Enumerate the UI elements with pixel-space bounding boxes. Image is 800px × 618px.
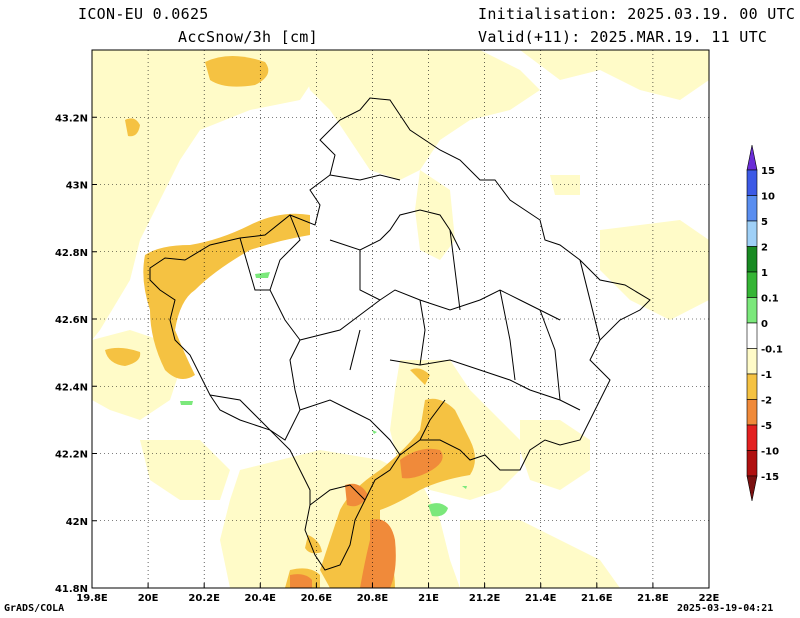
colorbar-segment — [746, 297, 758, 324]
x-tick-label: 20.6E — [301, 593, 333, 604]
credit-label: GrADS/COLA — [4, 603, 65, 614]
x-tick-label: 21.8E — [637, 593, 669, 604]
x-tick-label: 21.2E — [469, 593, 501, 604]
colorbar-label: 2 — [761, 243, 768, 254]
colorbar-label: -1 — [761, 370, 772, 381]
timestamp-label: 2025-03-19-04:21 — [677, 603, 774, 614]
colorbar-segment — [746, 322, 758, 349]
x-tick-label: 21.6E — [581, 593, 613, 604]
x-tick-label: 19.8E — [76, 593, 108, 604]
x-tick-label: 20.2E — [188, 593, 220, 604]
x-tick-label: 20E — [138, 593, 159, 604]
colorbar-segment — [746, 220, 758, 247]
y-tick-label: 42.2N — [55, 450, 88, 461]
x-tick-label: 22E — [699, 593, 720, 604]
colorbar-label: -2 — [761, 396, 772, 407]
colorbar-label: -10 — [761, 447, 779, 458]
y-tick-label: 42.8N — [55, 248, 88, 259]
colorbar-label: -5 — [761, 421, 772, 432]
colorbar-label: 0.1 — [761, 294, 779, 305]
colorbar-segment — [746, 450, 758, 477]
colorbar-label: 5 — [761, 217, 768, 228]
y-tick-label: 41.8N — [55, 584, 88, 595]
y-tick-label: 42.6N — [55, 315, 88, 326]
y-tick-label: 43N — [66, 181, 88, 192]
colorbar-label: -15 — [761, 472, 779, 483]
colorbar-bottom-arrow — [746, 475, 758, 502]
axis-ticks: 19.8E 20E 20.2E 20.4E 20.6E 20.8E 21E 21.2E 21.4… — [55, 113, 720, 604]
y-tick-label: 42.4N — [55, 382, 88, 393]
model-label: ICON-EU 0.0625 — [78, 5, 209, 23]
colorbar-label: 15 — [761, 166, 775, 177]
x-tick-label: 20.8E — [357, 593, 389, 604]
colorbar-segment — [746, 424, 758, 451]
valid-time-label: Valid(+11): 2025.MAR.19. 11 UTC — [478, 28, 768, 46]
x-tick-label: 21.4E — [525, 593, 557, 604]
colorbar: 15 10 5 2 1 0.1 0 -0.1 -1 -2 -5 -10 -15 — [746, 144, 783, 502]
x-tick-label: 20.4E — [245, 593, 277, 604]
y-tick-label: 43.2N — [55, 113, 88, 124]
colorbar-segment — [746, 373, 758, 400]
colorbar-top-arrow — [746, 144, 758, 171]
field-label: AccSnow/3h [cm] — [178, 28, 318, 46]
colorbar-segment — [746, 348, 758, 375]
colorbar-segment — [746, 271, 758, 298]
colorbar-label: 1 — [761, 268, 768, 279]
y-tick-label: 42N — [66, 517, 88, 528]
colorbar-segment — [746, 169, 758, 196]
colorbar-label: -0.1 — [761, 345, 783, 356]
colorbar-segment — [746, 246, 758, 273]
colorbar-segment — [746, 399, 758, 426]
gridlines — [92, 50, 709, 588]
colorbar-label: 10 — [761, 192, 775, 203]
x-tick-label: 21E — [418, 593, 439, 604]
colorbar-label: 0 — [761, 319, 768, 330]
colorbar-segment — [746, 195, 758, 222]
initialisation-label: Initialisation: 2025.03.19. 00 UTC — [478, 5, 796, 23]
